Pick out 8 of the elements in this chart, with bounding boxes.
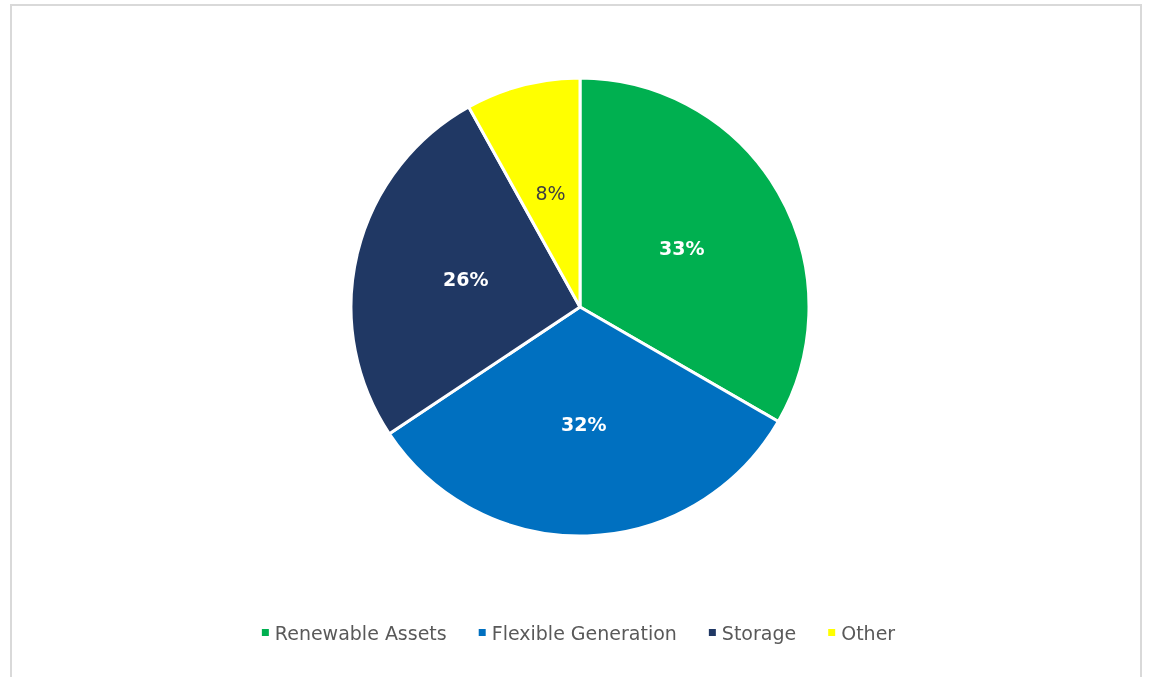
data-label: 8% [535,182,566,205]
legend-label: Flexible Generation [491,621,677,644]
legend-label: Renewable Assets [274,621,447,644]
data-label: 26% [443,268,489,291]
legend-label: Storage [721,621,797,644]
legend-label: Other [841,621,896,644]
data-label: 33% [659,237,705,260]
data-label: 32% [560,413,607,436]
